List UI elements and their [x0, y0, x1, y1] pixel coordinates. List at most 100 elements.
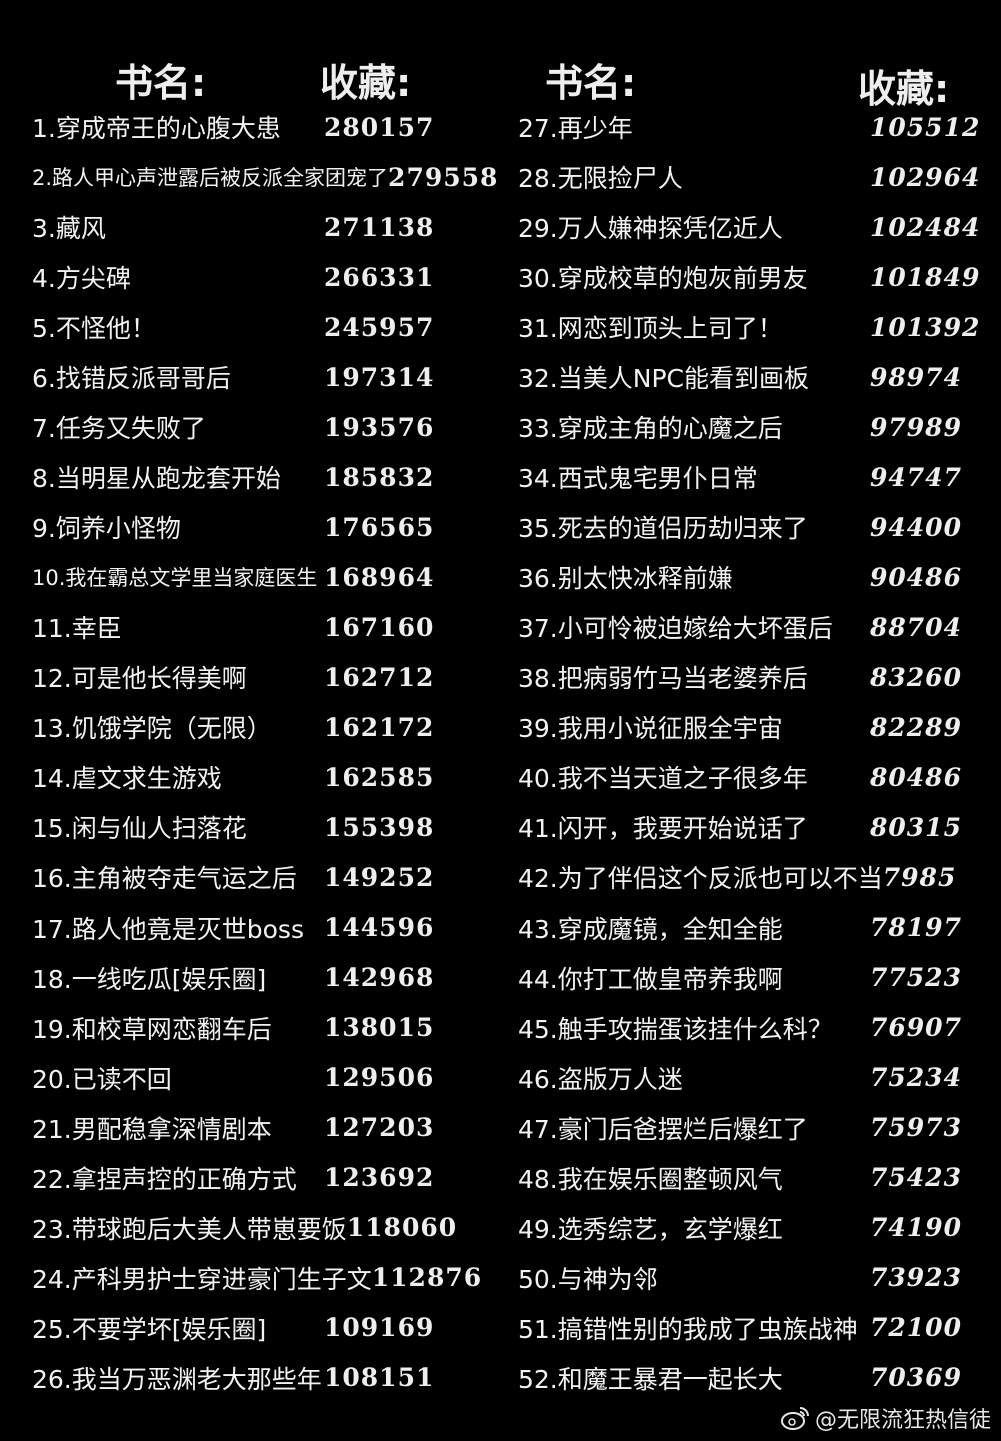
favorites-count: 185832 [324, 462, 435, 492]
book-row: 15.闲与仙人扫落花 155398 [32, 802, 512, 852]
book-row: 26.我当万恶渊老大那些年 108151 [32, 1353, 512, 1403]
book-title: 29.万人嫌神探凭亿近人 [518, 214, 783, 244]
favorites-count: 168964 [324, 562, 435, 592]
favorites-count: 127203 [324, 1113, 435, 1143]
book-title: 21.男配稳拿深情剧本 [32, 1114, 272, 1144]
book-row: 12.可是他长得美啊 162712 [32, 652, 512, 702]
header-book-name-left: 书名: [115, 61, 207, 105]
favorites-count: 90486 [870, 562, 962, 592]
favorites-count: 80486 [870, 762, 962, 792]
book-row: 23.带球跑后大美人带崽要饭 118060 [32, 1203, 512, 1253]
book-row: 35.死去的道侣历劫归来了 94400 [518, 502, 1001, 552]
book-row: 41.闪开，我要开始说话了 80315 [518, 802, 1001, 852]
book-row: 20.已读不回 129506 [32, 1053, 512, 1103]
favorites-count: 138015 [324, 1013, 435, 1043]
book-row: 21.男配稳拿深情剧本 127203 [32, 1103, 512, 1153]
book-row: 44.你打工做皇帝养我啊 77523 [518, 953, 1001, 1003]
favorites-count: 101849 [870, 262, 981, 292]
book-row: 19.和校草网恋翻车后 138015 [32, 1003, 512, 1053]
favorites-count: 245957 [324, 312, 435, 342]
favorites-count: 83260 [870, 662, 962, 692]
book-row: 6.找错反派哥哥后 197314 [32, 352, 512, 402]
book-title: 39.我用小说征服全宇宙 [518, 714, 783, 744]
favorites-count: 193576 [324, 412, 435, 442]
favorites-count: 97989 [870, 412, 962, 442]
book-title: 2.路人甲心声泄露后被反派全家团宠了 [32, 166, 389, 191]
favorites-count: 101392 [870, 312, 981, 342]
book-title: 36.别太快冰释前嫌 [518, 564, 733, 594]
favorites-count: 102484 [870, 212, 981, 242]
book-title: 32.当美人NPC能看到画板 [518, 364, 809, 394]
book-title: 52.和魔王暴君一起长大 [518, 1364, 783, 1394]
book-row: 29.万人嫌神探凭亿近人 102484 [518, 202, 1001, 252]
favorites-count: 279558 [388, 162, 499, 192]
book-row: 38.把病弱竹马当老婆养后 83260 [518, 652, 1001, 702]
favorites-count: 75423 [870, 1163, 962, 1193]
favorites-count: 142968 [324, 963, 435, 993]
favorites-count: 77523 [870, 963, 962, 993]
favorites-count: 176565 [324, 512, 435, 542]
favorites-count: 280157 [324, 112, 435, 142]
book-row: 24.产科男护士穿进豪门生子文 112876 [32, 1253, 512, 1303]
book-row: 50.与神为邻 73923 [518, 1253, 1001, 1303]
book-title: 18.一线吃瓜[娱乐圈] [32, 964, 267, 994]
book-title: 22.拿捏声控的正确方式 [32, 1164, 297, 1194]
favorites-count: 162172 [324, 712, 435, 742]
favorites-count: 70369 [870, 1363, 962, 1393]
favorites-count: 75234 [870, 1063, 962, 1093]
book-title: 30.穿成校草的炮灰前男友 [518, 264, 808, 294]
favorites-count: 80315 [870, 812, 962, 842]
book-title: 41.闪开，我要开始说话了 [518, 814, 808, 844]
book-row: 16.主角被夺走气运之后 149252 [32, 852, 512, 902]
book-row: 34.西式鬼宅男仆日常 94747 [518, 452, 1001, 502]
book-title: 27.再少年 [518, 114, 633, 144]
book-title: 50.与神为邻 [518, 1264, 658, 1294]
book-title: 8.当明星从跑龙套开始 [32, 464, 281, 494]
favorites-count: 144596 [324, 913, 435, 943]
favorites-count: 98974 [870, 362, 962, 392]
book-row: 36.别太快冰释前嫌 90486 [518, 552, 1001, 602]
book-row: 31.网恋到顶头上司了！ 101392 [518, 302, 1001, 352]
book-row: 28.无限捡尸人 102964 [518, 152, 1001, 202]
favorites-count: 129506 [324, 1063, 435, 1093]
book-title: 15.闲与仙人扫落花 [32, 814, 247, 844]
book-title: 6.找错反派哥哥后 [32, 364, 231, 394]
book-row: 14.虐文求生游戏 162585 [32, 752, 512, 802]
book-title: 11.幸臣 [32, 614, 122, 644]
book-title: 31.网恋到顶头上司了！ [518, 314, 783, 344]
book-title: 13.饥饿学院（无限） [32, 714, 272, 744]
book-row: 2.路人甲心声泄露后被反派全家团宠了 279558 [32, 152, 512, 202]
book-title: 20.已读不回 [32, 1064, 172, 1094]
book-row: 22.拿捏声控的正确方式 123692 [32, 1153, 512, 1203]
favorites-count: 162712 [324, 662, 435, 692]
book-title: 9.饲养小怪物 [32, 514, 181, 544]
header-book-name-right: 书名: [545, 61, 637, 105]
book-row: 48.我在娱乐圈整顿风气 75423 [518, 1153, 1001, 1203]
favorites-count: 88704 [870, 612, 962, 642]
book-row: 9.饲养小怪物 176565 [32, 502, 512, 552]
book-row: 51.搞错性别的我成了虫族战神 72100 [518, 1303, 1001, 1353]
book-title: 46.盗版万人迷 [518, 1064, 683, 1094]
watermark: @无限流狂热信徒 [780, 1402, 991, 1434]
book-title: 40.我不当天道之子很多年 [518, 764, 808, 794]
book-title: 7.任务又失败了 [32, 414, 206, 444]
book-row: 46.盗版万人迷 75234 [518, 1053, 1001, 1103]
favorites-count: 162585 [324, 762, 435, 792]
book-row: 32.当美人NPC能看到画板 98974 [518, 352, 1001, 402]
book-row: 4.方尖碑 266331 [32, 252, 512, 302]
favorites-count: 94747 [870, 462, 962, 492]
favorites-count: 118060 [346, 1213, 458, 1243]
favorites-count: 149252 [324, 862, 435, 892]
header-favorites-right: 收藏: [858, 67, 950, 111]
book-title: 23.带球跑后大美人带崽要饭 [32, 1214, 347, 1244]
book-title: 44.你打工做皇帝养我啊 [518, 964, 783, 994]
favorites-count: 78197 [870, 913, 962, 943]
book-row: 13.饥饿学院（无限） 162172 [32, 702, 512, 752]
book-row: 1.穿成帝王的心腹大患 280157 [32, 102, 512, 152]
favorites-count: 109169 [324, 1313, 435, 1343]
book-row: 33.穿成主角的心魔之后 97989 [518, 402, 1001, 452]
book-row: 18.一线吃瓜[娱乐圈] 142968 [32, 953, 512, 1003]
book-row: 47.豪门后爸摆烂后爆红了 75973 [518, 1103, 1001, 1153]
book-title: 35.死去的道侣历劫归来了 [518, 514, 808, 544]
book-row: 5.不怪他！ 245957 [32, 302, 512, 352]
